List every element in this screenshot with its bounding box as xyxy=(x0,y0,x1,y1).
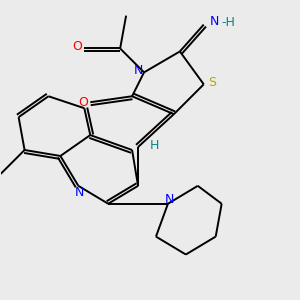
Text: S: S xyxy=(208,76,216,89)
Text: N: N xyxy=(75,186,85,199)
Text: N: N xyxy=(134,64,143,77)
Text: H: H xyxy=(150,139,159,152)
Text: O: O xyxy=(78,96,88,109)
Text: O: O xyxy=(72,40,82,53)
Text: N: N xyxy=(165,193,174,206)
Text: N: N xyxy=(210,15,219,28)
Text: -H: -H xyxy=(222,16,236,29)
